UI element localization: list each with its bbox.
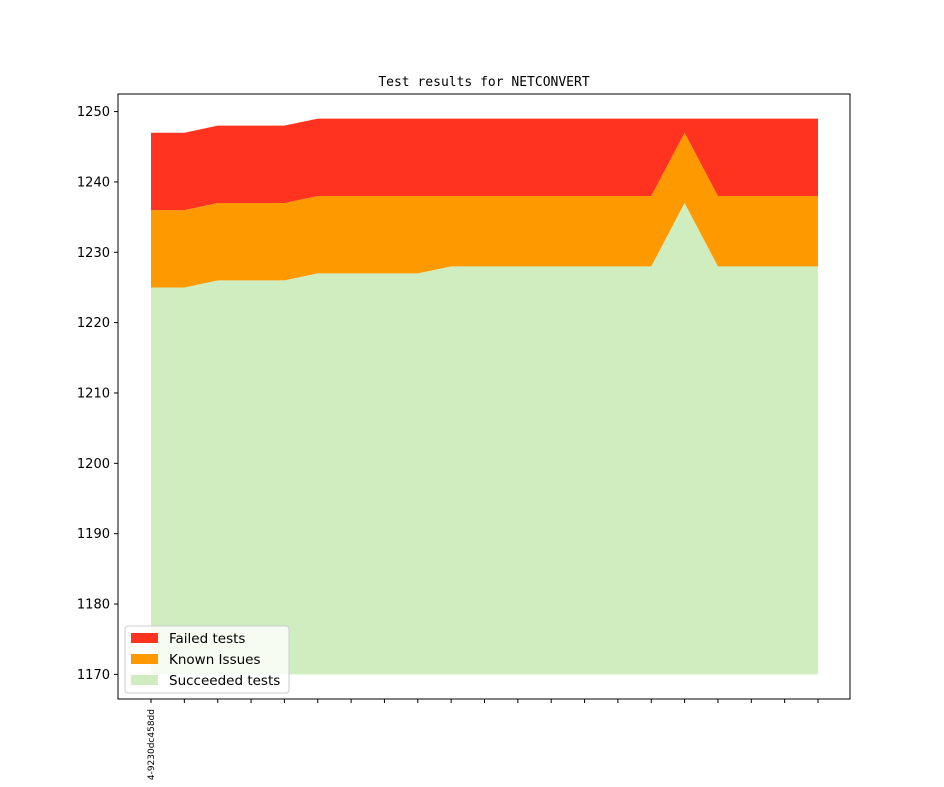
y-tick-label: 1240: [77, 175, 110, 190]
legend-swatch-succeeded-tests: [131, 675, 158, 685]
legend: Failed tests Known Issues Succeeded tests: [124, 625, 290, 694]
y-tick-label: 1200: [77, 457, 110, 472]
area-failed-tests: [151, 118, 818, 211]
legend-label-known-issues: Known Issues: [169, 652, 261, 668]
legend-label-succeeded-tests: Succeeded tests: [169, 673, 280, 689]
legend-swatch-failed-tests: [131, 633, 158, 643]
y-tick-label: 1190: [77, 527, 110, 542]
x-tick-label: 4-9230dc458dd: [147, 709, 157, 780]
y-tick-label: 1210: [77, 386, 110, 401]
y-axis: 1170 1180 1190 1200 1210 1220 1230 1240 1250: [77, 105, 118, 683]
y-tick-label: 1170: [77, 668, 110, 683]
legend-swatch-known-issues: [131, 654, 158, 664]
x-axis: 4-9230dc458dd: [147, 699, 819, 780]
chart-title: Test results for NETCONVERT: [378, 75, 589, 90]
area-known-issues: [151, 132, 818, 288]
y-tick-label: 1180: [77, 598, 110, 613]
y-tick-label: 1230: [77, 246, 110, 261]
area-succeeded-tests: [151, 203, 818, 675]
y-tick-label: 1220: [77, 316, 110, 331]
areas-layer: [151, 118, 818, 675]
legend-box: [124, 625, 290, 694]
legend-label-failed-tests: Failed tests: [169, 631, 245, 647]
y-tick-label: 1250: [77, 105, 110, 120]
